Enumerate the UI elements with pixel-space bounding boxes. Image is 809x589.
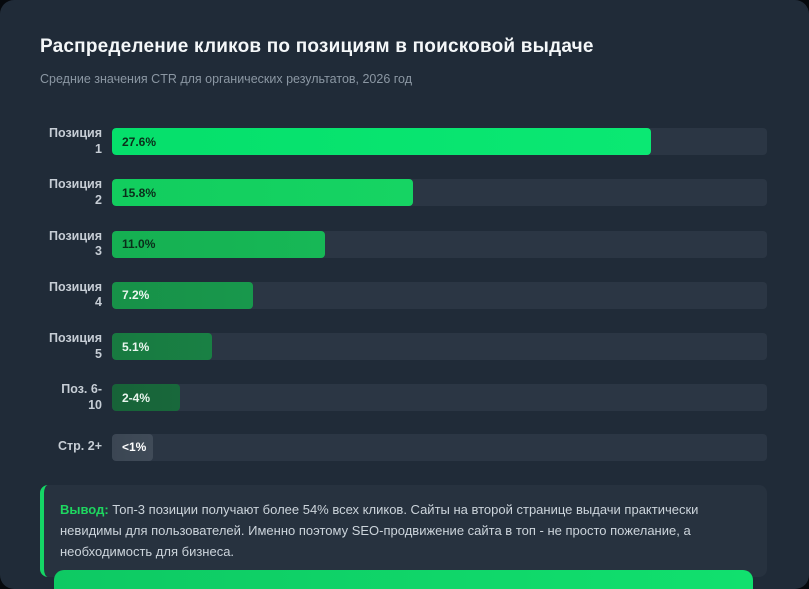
bar-fill: 15.8% bbox=[112, 179, 413, 207]
row-label: Поз. 6- 10 bbox=[61, 382, 102, 412]
row-label: Позиция 1 bbox=[48, 126, 102, 156]
chart-row: Позиция 5 5.1% bbox=[40, 331, 767, 362]
row-label: Стр. 2+ bbox=[58, 439, 102, 454]
bar-fill: 11.0% bbox=[112, 230, 325, 258]
page-subtitle: Средние значения CTR для органических ре… bbox=[40, 72, 413, 86]
bar-value-label: 15.8% bbox=[122, 185, 157, 200]
row-label: Позиция 5 bbox=[48, 331, 102, 361]
callout-text: Топ-3 позиции получают более 54% всех кл… bbox=[60, 501, 699, 559]
bar-track: 15.8% bbox=[112, 179, 767, 207]
bar-track: 7.2% bbox=[112, 281, 767, 309]
bar-fill: <1% bbox=[112, 433, 153, 461]
footer-accent-bar bbox=[54, 570, 753, 589]
row-label: Позиция 2 bbox=[48, 177, 102, 207]
bar-value-label: 27.6% bbox=[122, 134, 157, 149]
bar-fill: 7.2% bbox=[112, 281, 254, 309]
row-label: Позиция 3 bbox=[48, 228, 102, 259]
bar-fill: 27.6% bbox=[112, 128, 652, 156]
bar-chart: Позиция 1 27.6% Позиция 2 15.8% Позиция … bbox=[40, 126, 767, 461]
bar-value-label: <1% bbox=[122, 440, 147, 454]
bar-fill: 5.1% bbox=[112, 333, 213, 361]
bar-value-label: 7.2% bbox=[122, 288, 150, 303]
callout-label: Вывод: bbox=[60, 501, 109, 517]
chart-row: Поз. 6- 10 2-4% bbox=[40, 382, 767, 413]
chart-row: Позиция 2 15.8% bbox=[40, 177, 767, 208]
chart-row: Позиция 3 11.0% bbox=[40, 229, 767, 260]
chart-row: Стр. 2+ <1% bbox=[40, 433, 767, 461]
bar-value-label: 11.0% bbox=[122, 237, 156, 252]
bar-track: 11.0% bbox=[112, 230, 767, 258]
page-title: Распределение кликов по позициям в поиск… bbox=[40, 36, 594, 57]
bar-value-label: 5.1% bbox=[122, 339, 150, 354]
bar-value-label: 2-4% bbox=[122, 390, 151, 405]
bar-track: 5.1% bbox=[112, 333, 767, 361]
row-label: Позиция 4 bbox=[48, 279, 102, 310]
bar-fill: 2-4% bbox=[112, 384, 181, 412]
header: Распределение кликов по позициям в поиск… bbox=[0, 0, 809, 86]
bar-track: 27.6% bbox=[112, 128, 767, 156]
chart-row: Позиция 4 7.2% bbox=[40, 280, 767, 311]
conclusion-callout: Вывод: Топ-3 позиции получают более 54% … bbox=[40, 484, 767, 577]
bar-track: <1% bbox=[112, 433, 767, 461]
chart-row: Позиция 1 27.6% bbox=[40, 126, 767, 157]
bar-track: 2-4% bbox=[112, 384, 767, 412]
